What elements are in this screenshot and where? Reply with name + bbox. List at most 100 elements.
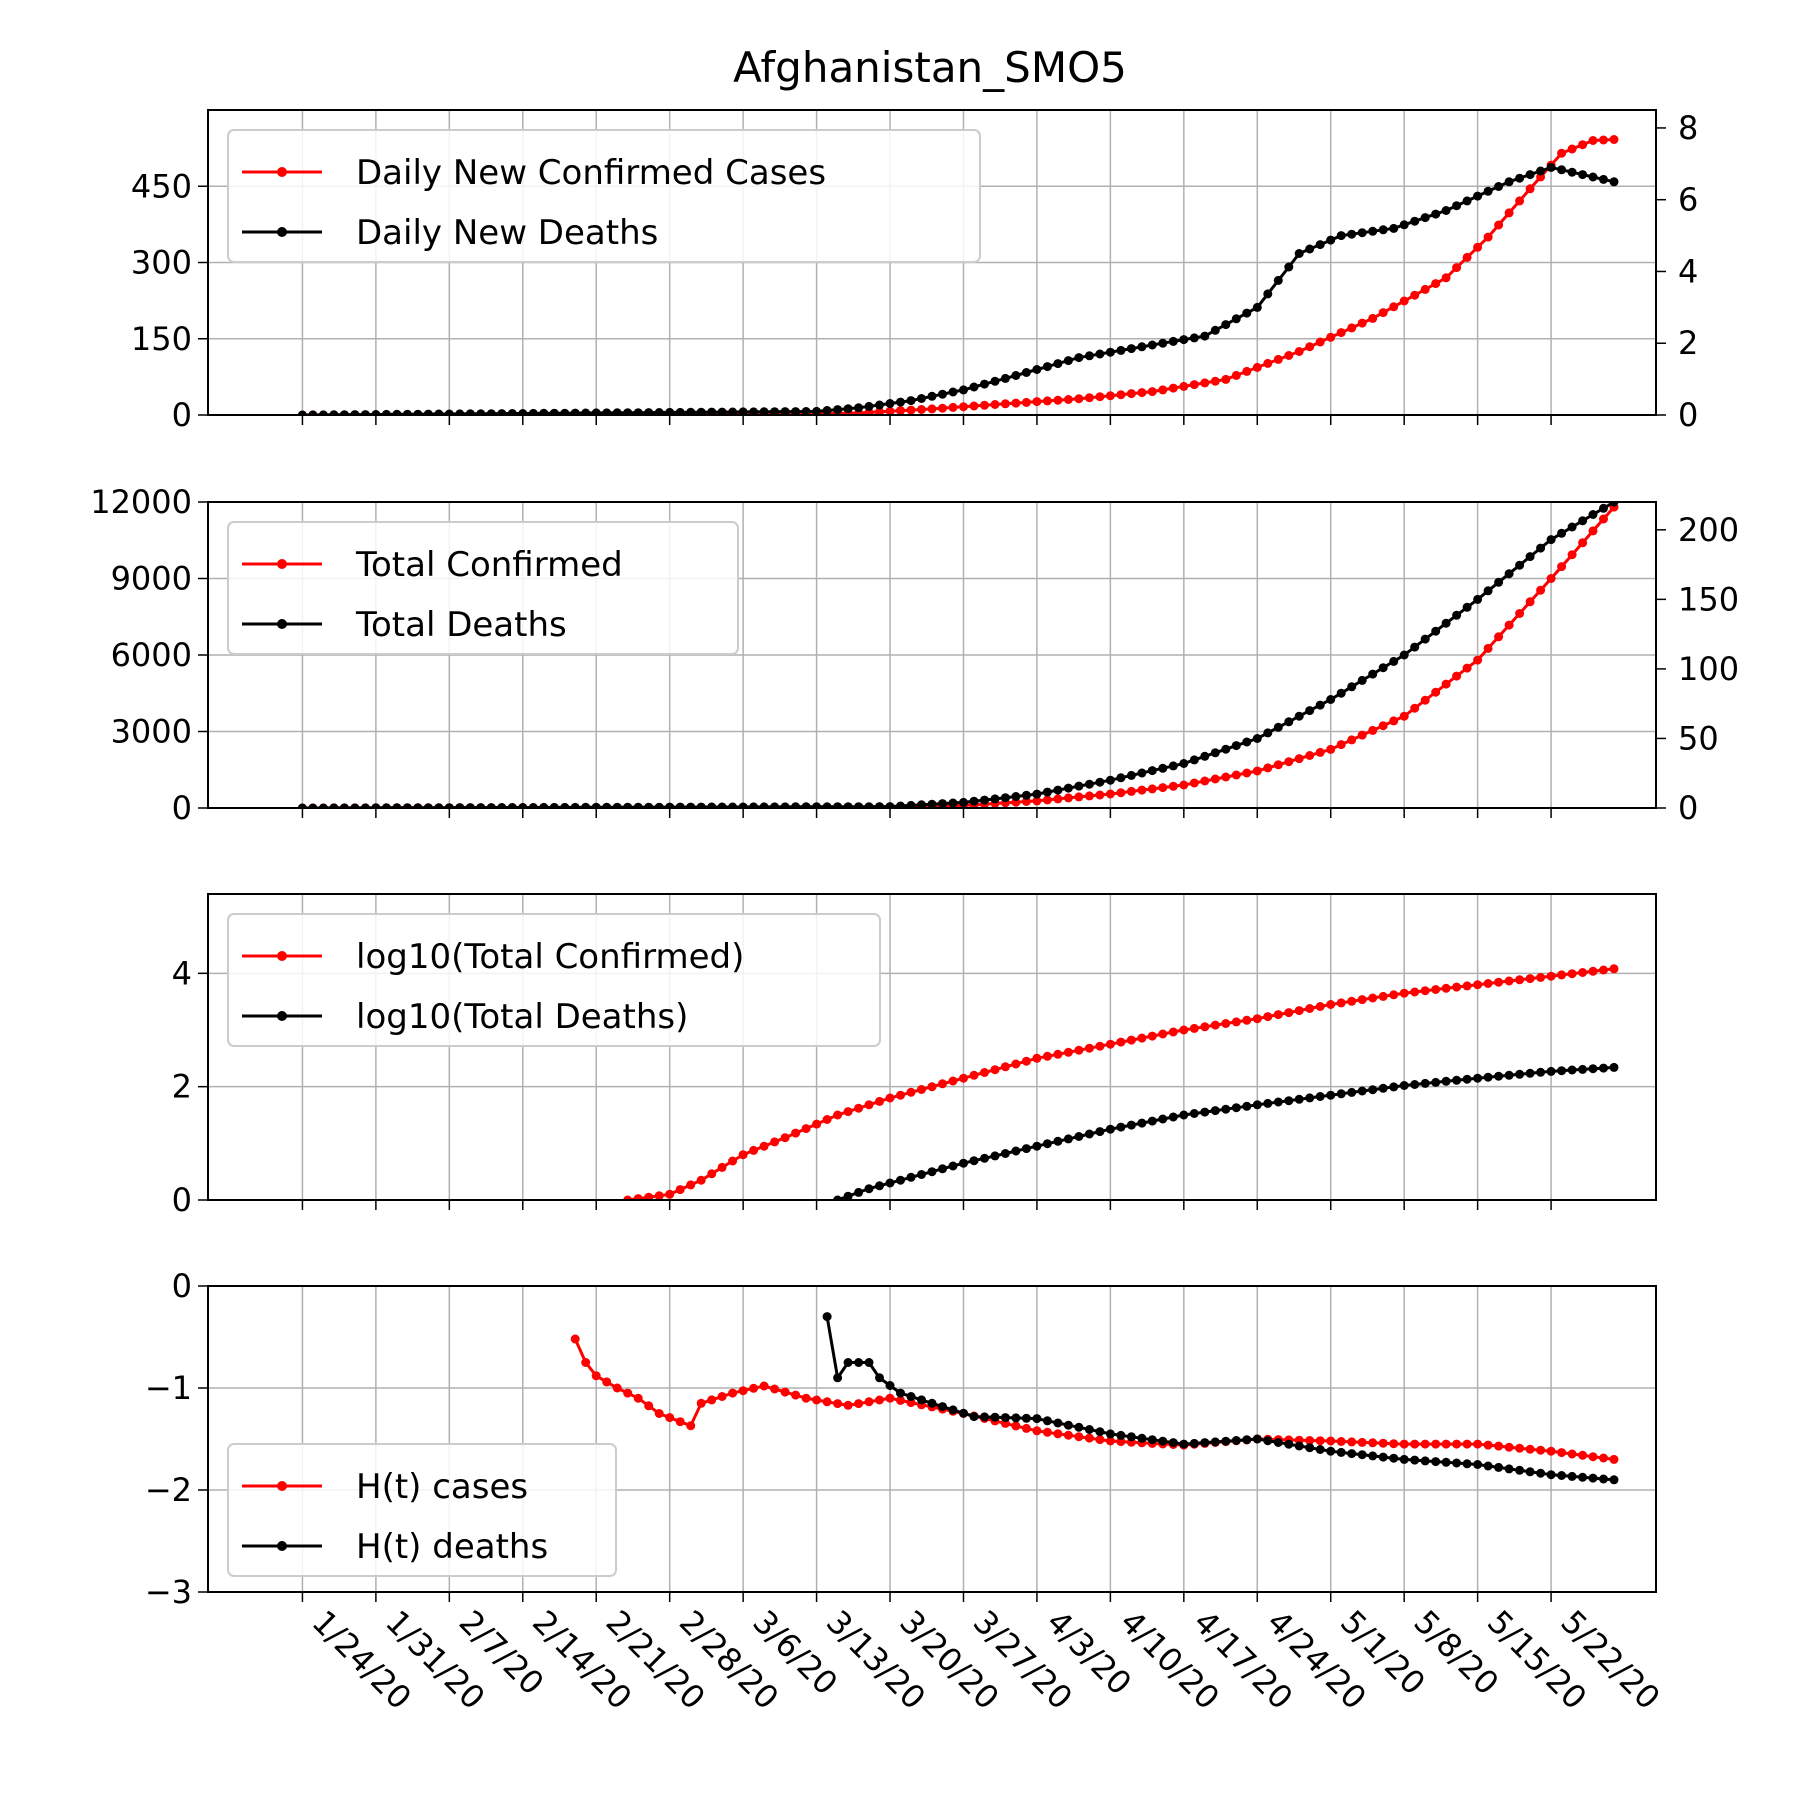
data-point [360, 803, 370, 808]
data-point [780, 802, 790, 808]
data-point [1273, 1097, 1283, 1107]
data-point [560, 802, 570, 808]
data-point [1284, 1008, 1294, 1018]
data-point [1095, 1435, 1105, 1445]
data-point [1515, 1069, 1525, 1079]
y-tick-label: −2 [145, 1471, 192, 1509]
data-point [1567, 550, 1577, 560]
data-point [623, 802, 633, 808]
data-point [885, 406, 895, 415]
data-point [1368, 993, 1378, 1003]
data-point [1431, 1457, 1441, 1467]
data-point [1074, 1132, 1084, 1141]
data-point [329, 410, 339, 415]
data-point [1357, 1450, 1367, 1460]
data-point [1473, 655, 1483, 665]
data-point [980, 379, 989, 389]
data-point [1336, 1089, 1346, 1099]
data-point [581, 408, 591, 415]
data-point [1599, 1453, 1608, 1463]
data-point [906, 405, 916, 415]
data-point [1494, 1071, 1504, 1081]
data-point [1578, 1450, 1588, 1460]
data-point [1315, 700, 1325, 710]
data-point [812, 1395, 822, 1405]
data-point [1011, 1146, 1021, 1156]
data-point [1431, 279, 1441, 289]
data-point [1389, 656, 1399, 666]
data-point [1609, 502, 1619, 507]
data-point [518, 409, 528, 415]
data-point [1053, 395, 1063, 405]
data-point [675, 802, 685, 808]
data-point [1179, 1110, 1189, 1120]
data-point [1315, 1092, 1325, 1101]
data-point [528, 408, 538, 415]
data-point [570, 1334, 580, 1344]
data-point [1305, 1443, 1315, 1453]
data-point [507, 803, 517, 808]
data-point [1189, 1438, 1199, 1448]
y-tick-label: 450 [131, 167, 192, 205]
data-point [1315, 1436, 1325, 1446]
data-point [1242, 366, 1252, 376]
data-point [864, 1100, 874, 1110]
data-point [1095, 790, 1105, 800]
data-point [1431, 985, 1441, 994]
y-tick-label: 4 [172, 954, 192, 992]
data-point [990, 1412, 1000, 1422]
data-point [1294, 1094, 1304, 1104]
data-point [570, 408, 580, 415]
data-point [1032, 365, 1042, 374]
data-point [1042, 1416, 1052, 1426]
data-point [350, 410, 360, 415]
data-point [339, 410, 349, 415]
data-point [1557, 528, 1567, 538]
data-point [927, 404, 937, 414]
data-point [1074, 1422, 1084, 1432]
data-point [1105, 347, 1115, 357]
data-point [1420, 1456, 1430, 1466]
data-point [1042, 1139, 1052, 1149]
data-point [1221, 1019, 1231, 1028]
data-point [1105, 1436, 1115, 1446]
data-point [1347, 1437, 1357, 1447]
data-point [1021, 368, 1031, 377]
data-point [801, 1393, 811, 1403]
data-point [1588, 136, 1598, 145]
data-point [1137, 1433, 1147, 1443]
data-point [1494, 1441, 1504, 1451]
data-point [1273, 760, 1283, 770]
data-point [938, 1164, 947, 1174]
data-point [1578, 968, 1588, 977]
data-point [591, 408, 601, 415]
data-point [1525, 1444, 1535, 1454]
data-point [1305, 751, 1315, 760]
data-point [1494, 577, 1504, 587]
data-point [812, 406, 822, 415]
y-right-tick-label: 0 [1678, 396, 1698, 434]
data-point [728, 1388, 738, 1398]
data-point [1410, 216, 1420, 226]
data-point [1588, 510, 1598, 519]
data-point [1473, 242, 1483, 252]
legend-label: Daily New Deaths [356, 213, 658, 253]
data-point [938, 799, 947, 808]
legend-label: log10(Total Confirmed) [356, 937, 744, 977]
data-point [1557, 1448, 1567, 1458]
data-point [1189, 1023, 1199, 1033]
y-right-tick-label: 0 [1678, 789, 1698, 827]
data-point [959, 1408, 968, 1418]
data-point [1053, 1418, 1063, 1428]
data-point [843, 404, 853, 414]
data-point [948, 798, 958, 808]
data-point [1399, 1081, 1409, 1090]
data-point [959, 1073, 968, 1083]
data-point [1525, 552, 1535, 562]
data-point [1263, 1436, 1273, 1446]
data-point [875, 1373, 884, 1383]
data-point [896, 406, 905, 415]
data-point [581, 802, 591, 808]
data-point [1116, 390, 1126, 400]
data-point [780, 1387, 790, 1397]
